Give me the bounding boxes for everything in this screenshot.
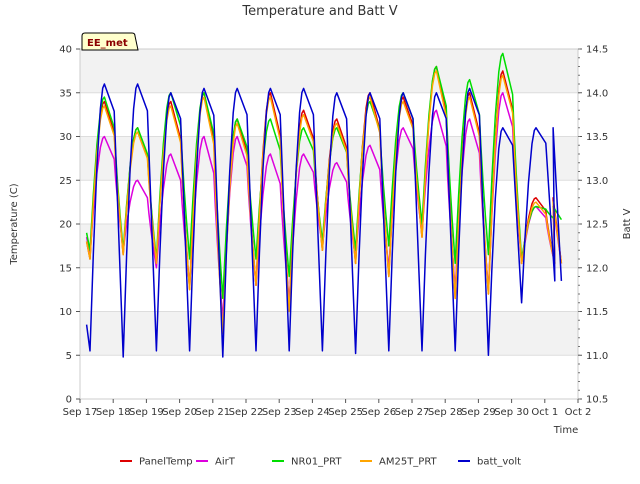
- y2-tick-label: 10.5: [586, 395, 608, 406]
- x-tick-label: Sep 25: [328, 407, 363, 418]
- x-tick-label: Sep 20: [162, 407, 197, 418]
- x-tick-label: Oct 2: [565, 407, 592, 418]
- y2-tick-label: 14.0: [586, 88, 608, 99]
- y2-tick-label: 14.5: [586, 45, 608, 56]
- chart-title: Temperature and Batt V: [241, 4, 397, 19]
- x-tick-label: Sep 28: [428, 407, 463, 418]
- left-axis-ticks: 0 5 10 15 20 25 30 35 40: [59, 45, 80, 406]
- y-tick-label: 20: [59, 220, 72, 231]
- station-badge: EE_met: [81, 32, 139, 51]
- y-tick-label: 25: [59, 176, 72, 187]
- y2-tick-label: 12.5: [586, 220, 608, 231]
- y-tick-label: 5: [66, 351, 72, 362]
- y-tick-label: 15: [59, 263, 72, 274]
- legend-label: AirT: [215, 457, 236, 468]
- y-tick-label: 30: [59, 132, 72, 143]
- band: [80, 311, 578, 356]
- station-badge-box: [81, 32, 139, 51]
- right-axis-ticks: 10.5 11.0 11.5 12.0 12.5 13.0 13.5 14.0 14.5: [578, 45, 608, 406]
- series-line-batt-volt: [85, 83, 563, 358]
- y-tick-label: 0: [66, 395, 72, 406]
- y-tick-label: 10: [59, 307, 72, 318]
- x-axis-title: Time: [553, 425, 578, 436]
- x-tick-label: Sep 19: [129, 407, 164, 418]
- x-tick-label: Oct 1: [531, 407, 558, 418]
- x-tick-label: Sep 24: [295, 407, 330, 418]
- y2-tick-label: 13.5: [586, 132, 608, 143]
- x-tick-label: Sep 21: [195, 407, 230, 418]
- y2-tick-label: 11.5: [586, 307, 608, 318]
- station-badge-label: EE_met: [87, 38, 128, 49]
- legend-label: batt_volt: [477, 457, 521, 468]
- x-tick-label: Sep 17: [63, 407, 98, 418]
- x-tick-label: Sep 29: [461, 407, 496, 418]
- x-tick-label: Sep 26: [361, 407, 396, 418]
- x-tick-label: Sep 22: [229, 407, 264, 418]
- legend: PanelTemp AirT NR01_PRT AM25T_PRT batt_volt: [120, 457, 521, 468]
- y-tick-label: 40: [59, 45, 72, 56]
- legend-label: AM25T_PRT: [379, 457, 438, 468]
- y-tick-label: 35: [59, 88, 72, 99]
- x-tick-label: Sep 18: [96, 407, 131, 418]
- x-tick-label: Sep 30: [494, 407, 529, 418]
- y2-axis-title: Batt V: [622, 208, 633, 239]
- y2-tick-label: 11.0: [586, 351, 608, 362]
- y-axis-title: Temperature (C): [9, 183, 20, 265]
- series-layer: [85, 52, 563, 358]
- x-tick-label: Sep 23: [262, 407, 297, 418]
- legend-label: NR01_PRT: [291, 457, 342, 468]
- x-tick-label: Sep 27: [395, 407, 430, 418]
- band: [80, 49, 578, 93]
- legend-label: PanelTemp: [139, 457, 193, 468]
- y2-tick-label: 12.0: [586, 263, 608, 274]
- band: [80, 224, 578, 268]
- y2-tick-label: 13.0: [586, 176, 608, 187]
